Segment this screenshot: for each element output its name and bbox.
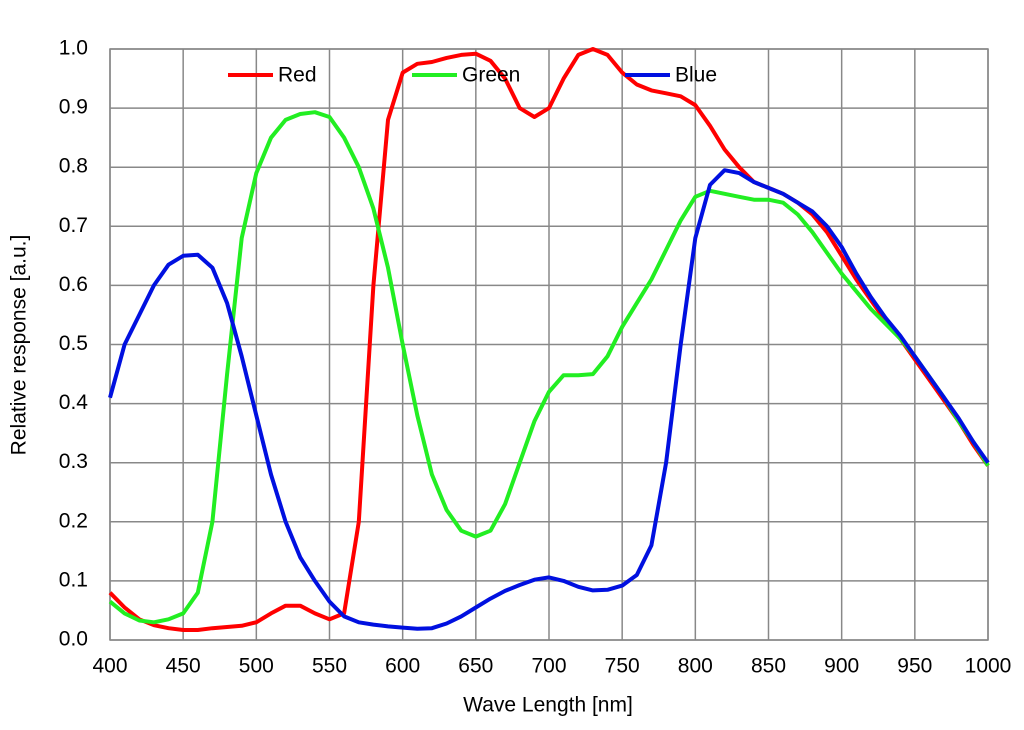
y-tick-label: 0.0 (59, 628, 88, 651)
x-tick-label: 950 (897, 655, 932, 678)
x-tick-label: 400 (92, 655, 127, 678)
y-tick-label: 0.7 (59, 214, 88, 237)
x-axis-title: Wave Length [nm] (463, 694, 633, 717)
x-tick-label: 1000 (965, 655, 1012, 678)
x-tick-label: 750 (605, 655, 640, 678)
y-tick-label: 0.9 (59, 96, 88, 119)
y-tick-label: 0.8 (59, 155, 88, 178)
series-line (108, 168, 990, 631)
series-line (108, 110, 990, 625)
y-axis-title: Relative response [a.u.] (8, 235, 31, 456)
x-tick-label: 650 (458, 655, 493, 678)
plot-frame (109, 48, 989, 641)
x-tick-label: 500 (239, 655, 274, 678)
x-tick-label: 450 (166, 655, 201, 678)
y-tick-label: 0.6 (59, 273, 88, 296)
y-tick-label: 0.4 (59, 391, 89, 414)
x-tick-label: 900 (824, 655, 859, 678)
legend-label: Blue (675, 64, 717, 87)
x-tick-label: 850 (751, 655, 786, 678)
x-tick-label: 800 (678, 655, 713, 678)
y-tick-label: 0.2 (59, 509, 88, 532)
y-tick-label: 0.5 (59, 332, 88, 355)
x-tick-label: 550 (312, 655, 347, 678)
x-tick-label: 700 (531, 655, 566, 678)
legend-label: Green (462, 64, 520, 87)
y-tick-label: 0.1 (59, 568, 88, 591)
y-tick-label: 0.3 (59, 450, 88, 473)
series-line (108, 47, 990, 632)
legend-label: Red (278, 64, 317, 87)
y-tick-label: 1.0 (59, 37, 88, 60)
x-tick-label: 600 (385, 655, 420, 678)
